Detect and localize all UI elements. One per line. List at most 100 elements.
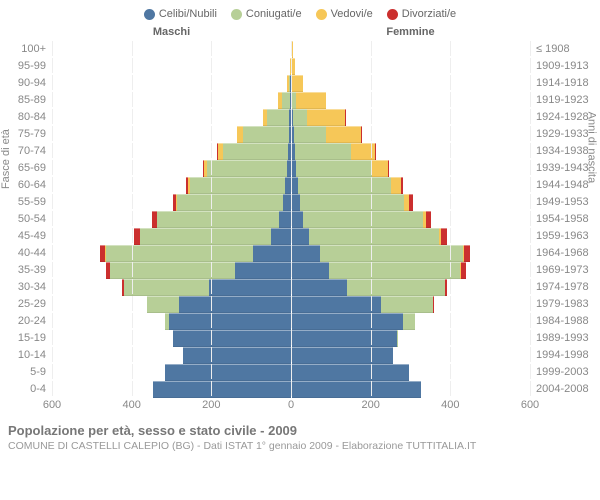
- female-bar: [292, 313, 531, 328]
- age-row: 85-891919-1923: [8, 91, 592, 108]
- birth-label: 1974-1978: [530, 281, 592, 293]
- bar-area: [52, 177, 530, 192]
- xtick: 600: [43, 399, 61, 411]
- male-bar: [52, 245, 291, 260]
- birth-label: 1994-1998: [530, 349, 592, 361]
- bar-area: [52, 160, 530, 175]
- legend-label: Celibi/Nubili: [159, 8, 217, 20]
- legend: Celibi/Nubili Coniugati/e Vedovi/e Divorzia…: [8, 8, 592, 20]
- legend-swatch: [316, 9, 327, 20]
- legend-item: Celibi/Nubili: [144, 8, 217, 20]
- female-bar: [292, 211, 531, 226]
- female-bar: [292, 109, 531, 124]
- male-bar: [52, 279, 291, 294]
- age-label: 90-94: [8, 77, 52, 89]
- bar-area: [52, 75, 530, 90]
- female-bar: [292, 279, 531, 294]
- bar-area: [52, 347, 530, 362]
- legend-swatch: [387, 9, 398, 20]
- age-row: 55-591949-1953: [8, 193, 592, 210]
- footer: Popolazione per età, sesso e stato civil…: [8, 423, 592, 452]
- birth-label: 1989-1993: [530, 332, 592, 344]
- bar-area: [52, 330, 530, 345]
- male-bar: [52, 58, 291, 73]
- male-bar: [52, 296, 291, 311]
- birth-label: 1979-1983: [530, 298, 592, 310]
- age-row: 50-54 1954-1958: [8, 210, 592, 227]
- bar-area: [52, 41, 530, 56]
- age-label: 45-49: [8, 230, 52, 242]
- female-bar: [292, 58, 531, 73]
- male-bar: [52, 126, 291, 141]
- age-row: 25-291979-1983: [8, 295, 592, 312]
- plot-area: Fasce di età Anni di nascita 100+≤ 19089…: [8, 40, 592, 397]
- birth-label: 1914-1918: [530, 77, 592, 89]
- legend-swatch: [231, 9, 242, 20]
- age-label: 30-34: [8, 281, 52, 293]
- female-bar: [292, 245, 531, 260]
- bar-area: [52, 296, 530, 311]
- bar-area: [52, 313, 530, 328]
- yaxis-left-title: Fasce di età: [0, 129, 12, 189]
- bar-area: [52, 92, 530, 107]
- male-bar: [52, 194, 291, 209]
- age-row: 10-141994-1998: [8, 346, 592, 363]
- age-row: 40-441964-1968: [8, 244, 592, 261]
- age-label: 5-9: [8, 366, 52, 378]
- male-bar: [52, 75, 291, 90]
- age-row: 65-691939-1943: [8, 159, 592, 176]
- xtick: 400: [441, 399, 459, 411]
- birth-label: 1934-1938: [530, 145, 592, 157]
- age-label: 0-4: [8, 383, 52, 395]
- chart-subtitle: COMUNE DI CASTELLI CALEPIO (BG) - Dati I…: [8, 440, 592, 452]
- female-bar: [292, 143, 531, 158]
- age-label: 80-84: [8, 111, 52, 123]
- birth-label: ≤ 1908: [530, 43, 592, 55]
- age-row: 15-191989-1993: [8, 329, 592, 346]
- bar-area: [52, 279, 530, 294]
- bar-area: [52, 262, 530, 277]
- male-bar: [52, 41, 291, 56]
- birth-label: 1954-1958: [530, 213, 592, 225]
- header-female: Femmine: [291, 26, 530, 38]
- age-row: 70-741934-1938: [8, 142, 592, 159]
- female-bar: [292, 381, 531, 396]
- female-bar: [292, 262, 531, 277]
- birth-label: 1929-1933: [530, 128, 592, 140]
- birth-label: 1939-1943: [530, 162, 592, 174]
- bar-area: [52, 58, 530, 73]
- age-label: 55-59: [8, 196, 52, 208]
- birth-label: 2004-2008: [530, 383, 592, 395]
- age-row: 100+≤ 1908: [8, 40, 592, 57]
- female-bar: [292, 92, 531, 107]
- age-row: 60-641944-1948: [8, 176, 592, 193]
- female-bar: [292, 75, 531, 90]
- age-row: 5-91999-2003: [8, 363, 592, 380]
- column-headers: Maschi Femmine: [8, 26, 592, 38]
- age-label: 20-24: [8, 315, 52, 327]
- bar-area: [52, 109, 530, 124]
- male-bar: [52, 262, 291, 277]
- female-bar: [292, 296, 531, 311]
- age-row: 95-991909-1913: [8, 57, 592, 74]
- age-label: 85-89: [8, 94, 52, 106]
- legend-label: Divorziati/e: [402, 8, 456, 20]
- xaxis: 6004002000200400600: [8, 399, 592, 413]
- legend-swatch: [144, 9, 155, 20]
- male-bar: [52, 177, 291, 192]
- age-label: 75-79: [8, 128, 52, 140]
- birth-label: 1944-1948: [530, 179, 592, 191]
- bar-area: [52, 245, 530, 260]
- xtick: 200: [202, 399, 220, 411]
- bar-area: [52, 381, 530, 396]
- female-bar: [292, 330, 531, 345]
- yaxis-right-title: Anni di nascita: [586, 111, 598, 183]
- male-bar: [52, 381, 291, 396]
- legend-item: Coniugati/e: [231, 8, 302, 20]
- male-bar: [52, 92, 291, 107]
- xtick: 600: [521, 399, 539, 411]
- age-row: 0-4 2004-2008: [8, 380, 592, 397]
- age-label: 50-54: [8, 213, 52, 225]
- male-bar: [52, 160, 291, 175]
- legend-item: Vedovi/e: [316, 8, 373, 20]
